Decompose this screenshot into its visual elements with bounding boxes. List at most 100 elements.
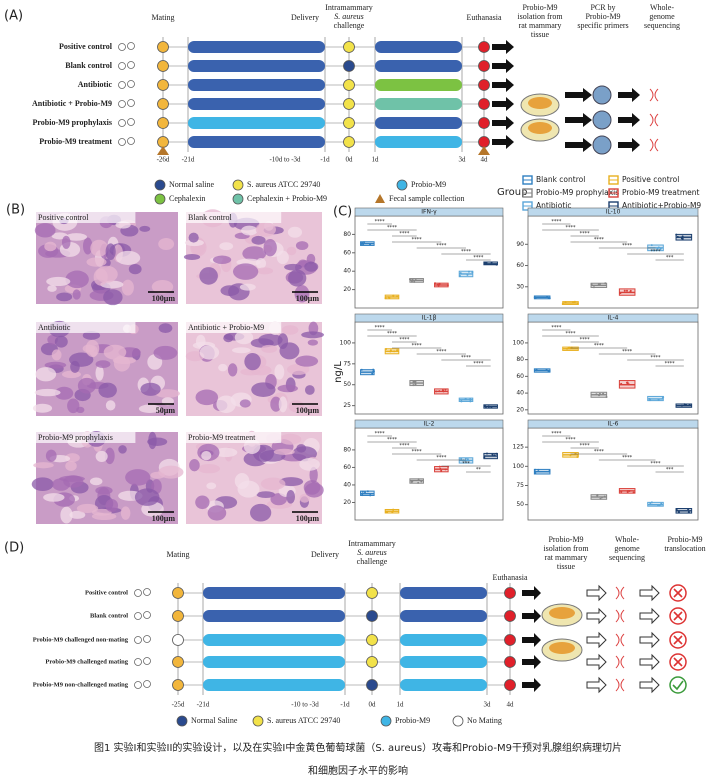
significance: **** (375, 431, 386, 437)
point (652, 249, 655, 252)
point (656, 247, 659, 250)
tissue (32, 403, 53, 413)
arrow (522, 678, 541, 692)
point (460, 400, 463, 403)
tissue (261, 344, 278, 353)
significance: **** (566, 437, 577, 443)
step-label: isolation from (543, 544, 589, 553)
tissue (239, 283, 256, 291)
tissue (244, 352, 261, 371)
tissue (105, 400, 116, 411)
euthanasia-dot (504, 656, 516, 668)
point (360, 368, 363, 371)
step-label: PCR by (590, 3, 615, 12)
tissue (56, 292, 73, 302)
step-label: genome (614, 544, 640, 553)
tissue (294, 285, 310, 303)
y-tick-label: 40 (343, 481, 351, 488)
tissue (61, 370, 81, 379)
tissue (277, 333, 289, 350)
mating-dot (157, 60, 169, 72)
strip (527, 313, 699, 323)
tissue (251, 235, 266, 245)
tissue (54, 335, 68, 348)
legend-label: Blank control (536, 175, 585, 184)
significance: **** (594, 343, 605, 349)
point (687, 508, 690, 511)
treatment-bar (375, 79, 462, 91)
point (576, 303, 579, 306)
treatment-bar (188, 79, 325, 91)
treatment-bar (203, 679, 345, 691)
point (444, 388, 447, 391)
point (410, 480, 413, 483)
tissue (201, 451, 212, 461)
legend-label: No Mating (467, 716, 502, 725)
euthanasia-dot (504, 587, 516, 599)
tissue (232, 347, 251, 354)
y-tick-label: 75 (343, 360, 351, 367)
point (363, 491, 366, 494)
treatment-bar (375, 136, 462, 148)
mating-dot (172, 587, 184, 599)
point (392, 294, 395, 297)
point (620, 382, 623, 385)
y-tick-label: 100 (340, 339, 352, 346)
significance: *** (666, 255, 674, 261)
tissue (34, 223, 56, 238)
pcr-icon (592, 135, 612, 155)
plot-title: IL-10 (606, 209, 621, 216)
tissue (304, 482, 324, 498)
group-name: Positive control (59, 42, 113, 51)
point (361, 494, 364, 497)
point (675, 233, 678, 236)
euthanasia-dot (478, 79, 490, 91)
tissue (223, 334, 234, 343)
arrow (565, 138, 592, 152)
treatment-bar (400, 656, 487, 668)
point (626, 491, 629, 494)
point (464, 457, 467, 460)
point (392, 508, 395, 511)
significance: **** (580, 443, 591, 449)
treatment-bar (188, 60, 325, 72)
tissue (115, 221, 131, 229)
tissue (90, 239, 108, 257)
tissue (77, 377, 96, 394)
significance: *** (666, 467, 674, 473)
tissue (184, 239, 204, 247)
day-label: -1d (340, 701, 350, 709)
stage-label: Mating (151, 13, 174, 22)
y-tick-label: 100 (513, 463, 525, 470)
tissue (189, 459, 200, 472)
point (660, 502, 663, 505)
dna (649, 138, 659, 152)
point (486, 452, 489, 455)
tissue (60, 506, 73, 524)
point (363, 241, 366, 244)
point (648, 397, 651, 400)
stage-label: Mating (166, 550, 189, 559)
challenge-dot (366, 610, 378, 622)
significance: **** (594, 449, 605, 455)
dna (615, 609, 625, 623)
tissue (98, 382, 117, 398)
legend-title: Group (497, 187, 527, 198)
point (485, 261, 488, 264)
histology-label: Probio-M9 treatment (188, 433, 256, 442)
challenge-dot (343, 79, 355, 91)
point (414, 278, 417, 281)
significance: **** (436, 455, 447, 461)
tissue (140, 382, 161, 396)
mating-dot (157, 79, 169, 91)
histology-label: Antibiotic + Probio-M9 (188, 323, 264, 332)
point (438, 390, 441, 393)
tissue (227, 363, 238, 377)
tissue (218, 363, 228, 372)
point (657, 504, 660, 507)
challenge-dot (343, 60, 355, 72)
stage-label: challenge (357, 557, 388, 566)
legend-label: Probio-M9 (411, 180, 446, 189)
y-tick-label: 50 (516, 501, 524, 508)
strip (354, 207, 504, 217)
